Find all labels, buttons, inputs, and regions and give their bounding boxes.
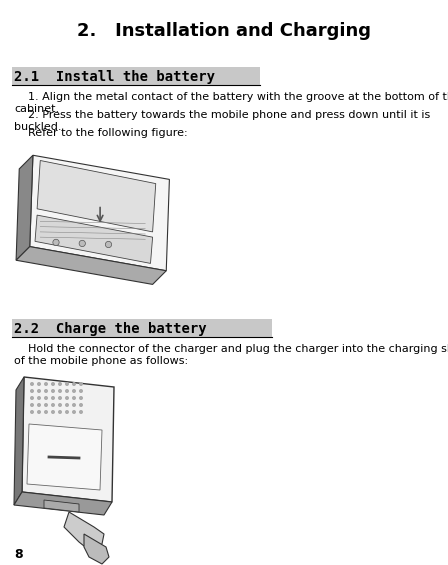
Circle shape <box>58 389 62 393</box>
Text: 8: 8 <box>14 548 23 561</box>
Polygon shape <box>30 155 169 271</box>
Circle shape <box>30 382 34 386</box>
Circle shape <box>51 396 55 400</box>
Circle shape <box>72 410 76 414</box>
Circle shape <box>58 403 62 407</box>
Circle shape <box>79 410 83 414</box>
Circle shape <box>53 239 59 246</box>
Circle shape <box>105 241 112 247</box>
Circle shape <box>51 382 55 386</box>
Polygon shape <box>16 155 33 260</box>
Circle shape <box>65 396 69 400</box>
Circle shape <box>72 396 76 400</box>
Circle shape <box>65 410 69 414</box>
Circle shape <box>79 389 83 393</box>
Circle shape <box>72 382 76 386</box>
Circle shape <box>44 396 48 400</box>
Polygon shape <box>64 512 104 550</box>
Polygon shape <box>44 500 79 512</box>
Polygon shape <box>14 377 24 505</box>
Circle shape <box>58 382 62 386</box>
Polygon shape <box>84 534 109 564</box>
Bar <box>12 67 260 85</box>
Text: Refer to the following figure:: Refer to the following figure: <box>14 128 188 138</box>
Polygon shape <box>22 377 114 502</box>
Circle shape <box>44 403 48 407</box>
Circle shape <box>37 403 41 407</box>
Text: 2.1  Install the battery: 2.1 Install the battery <box>14 70 215 84</box>
Circle shape <box>58 396 62 400</box>
Circle shape <box>79 403 83 407</box>
Circle shape <box>30 396 34 400</box>
Circle shape <box>65 403 69 407</box>
Polygon shape <box>14 492 112 515</box>
Circle shape <box>79 240 86 246</box>
Circle shape <box>58 410 62 414</box>
Circle shape <box>51 410 55 414</box>
Polygon shape <box>16 246 166 284</box>
Circle shape <box>44 382 48 386</box>
Circle shape <box>79 396 83 400</box>
Circle shape <box>44 410 48 414</box>
Circle shape <box>65 382 69 386</box>
Text: 2.   Installation and Charging: 2. Installation and Charging <box>77 22 371 40</box>
Text: Hold the connector of the charger and plug the charger into the charging slot
of: Hold the connector of the charger and pl… <box>14 344 448 366</box>
Polygon shape <box>27 424 102 490</box>
Text: 2.2  Charge the battery: 2.2 Charge the battery <box>14 322 207 336</box>
Circle shape <box>37 382 41 386</box>
Text: 1. Align the metal contact of the battery with the groove at the bottom of the
c: 1. Align the metal contact of the batter… <box>14 92 448 114</box>
Circle shape <box>72 403 76 407</box>
Circle shape <box>79 382 83 386</box>
Circle shape <box>51 389 55 393</box>
Polygon shape <box>35 215 153 263</box>
Circle shape <box>72 389 76 393</box>
Circle shape <box>37 389 41 393</box>
Circle shape <box>51 403 55 407</box>
Circle shape <box>30 403 34 407</box>
Circle shape <box>37 410 41 414</box>
Text: 2. Press the battery towards the mobile phone and press down until it is
buckled: 2. Press the battery towards the mobile … <box>14 110 430 132</box>
Circle shape <box>37 396 41 400</box>
Circle shape <box>30 410 34 414</box>
Circle shape <box>65 389 69 393</box>
Circle shape <box>44 389 48 393</box>
Circle shape <box>30 389 34 393</box>
Bar <box>12 319 272 337</box>
Polygon shape <box>37 160 156 232</box>
